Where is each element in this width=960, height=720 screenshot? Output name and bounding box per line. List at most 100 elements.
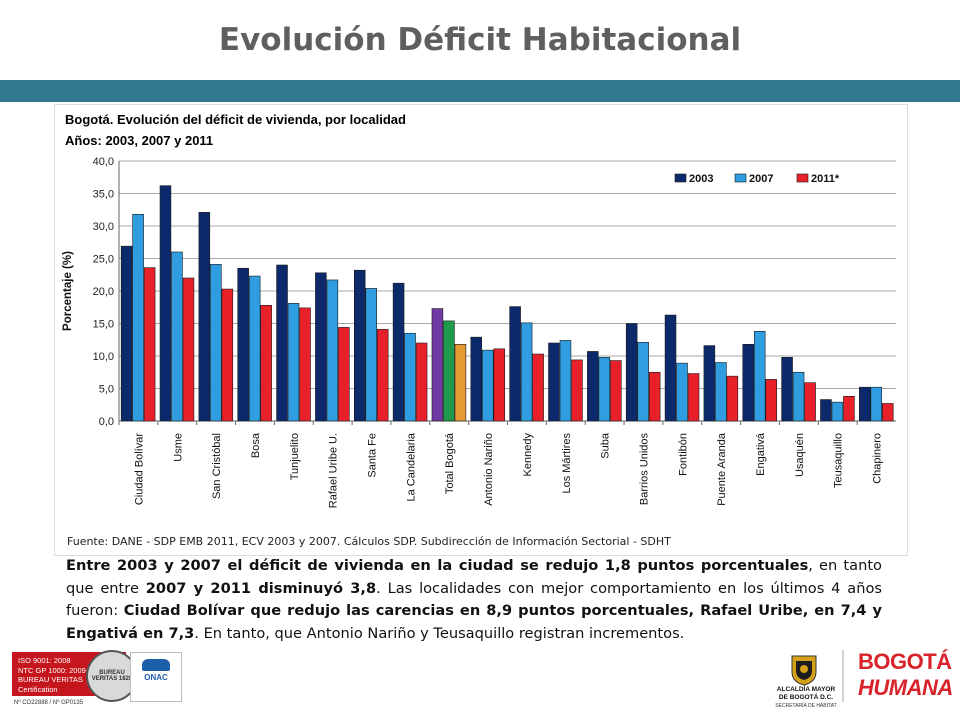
bar-2003 [198,212,211,422]
bar-2003 [353,269,366,422]
bar-2003 [703,345,716,422]
body-text-span: , en tanto que entre [66,557,882,597]
iso-line: BUREAU VERITAS [18,675,83,684]
slide-title: Evolución Déficit Habitacional [218,22,742,58]
secretaria-label: SECRETARÍA DE HÁBITAT [775,703,837,709]
summary-paragraph: Entre 2003 y 2007 el déficit de vivienda… [66,555,882,645]
bar-2011 [571,359,583,422]
x-tick-label: Chapinero [872,433,884,484]
bar-2007 [831,401,844,422]
legend-swatch [734,173,747,183]
bar-2003 [509,306,521,422]
iso-line: Certification [18,684,58,694]
alcaldia-line: DE BOGOTÁ D.C. [778,694,834,701]
x-tick-label: Teusaquillo [833,433,845,488]
bar-2007 [715,362,727,422]
highlight-text: Entre 2003 y 2007 el déficit de vivienda… [66,557,809,574]
bar-2011 [299,307,311,422]
bar-2007 [792,371,805,422]
body-text-span: . Las localidades con mejor comportamien… [66,579,882,620]
iso-line: ISO 9001: 2008 [18,656,71,665]
bar-2011 [687,373,700,422]
bar-2007 [404,332,416,422]
legend-label: 2003 [689,173,713,185]
x-tick-label: Ciudad Bolívar [133,433,145,505]
seal-text: BUREAU VERITAS 1828 [91,670,133,682]
y-tick-label: 0,0 [99,416,114,428]
bar-2003 [392,282,405,422]
alcaldia-label: ALCALDÍA MAYOR DE BOGOTÁ D.C. [756,686,856,702]
bar-2003 [470,336,483,422]
chart-panel: 0,0 5,0 10,0 15,0 20,0 25,0 30,0 35,0 40,0 Porcen… [54,104,908,556]
bar-2003 [159,185,172,422]
bar-2011 [182,277,195,422]
x-tick-label: Rafael Uribe U. [328,433,340,508]
bar-2003 [664,314,677,422]
bar-2011 [532,353,544,422]
y-tick-label: 20,0 [93,286,114,298]
onac-mark-icon [142,659,170,671]
bar-2011 [726,375,739,422]
y-tick-label: 15,0 [93,319,114,331]
coat-of-arms-icon [791,655,817,686]
bar-2011 [843,395,855,422]
bar-2007 [287,303,300,422]
highlight-text: 2007 y 2011 disminuyó 3,8 [145,579,377,597]
x-tick-label: Suba [600,432,612,459]
x-tick-label: La Candelaria [405,432,417,501]
chart-title: Bogotá. Evolución del déficit de viviend… [65,112,406,127]
bar-2007 [598,357,611,422]
y-tick-label: 5,0 [99,384,114,396]
bar-2003 [276,264,288,422]
bar-2011 [376,329,389,422]
bar-2011 [882,403,894,422]
footer-divider [842,650,844,702]
x-tick-label: Antonio Nariño [483,433,495,506]
bar-2011 [610,360,622,422]
bar-chart: 0,0 5,0 10,0 15,0 20,0 25,0 30,0 35,0 40,0 Porcen… [62,156,896,508]
title-band [0,80,960,102]
x-tick-label: Los Mártires [561,433,573,494]
bar-2007 [171,251,183,422]
legend-label: 2011* [811,173,840,185]
bar-2007 [132,214,144,422]
bar-2011 [454,344,467,422]
x-tick-label: San Cristóbal [211,433,223,499]
bar-2007 [443,320,455,422]
legend-swatch [674,173,687,183]
y-tick-label: 40,0 [93,156,114,168]
bar-2003 [625,323,638,422]
bar-2007 [676,362,688,422]
bar-2011 [338,327,350,422]
bar-2007 [365,288,377,422]
bar-2011 [415,342,428,422]
bar-2003 [237,267,249,422]
alcaldia-line: ALCALDÍA MAYOR [776,686,836,693]
legend-swatch [796,173,809,183]
bar-2003 [859,386,871,422]
y-tick-label: 25,0 [93,254,114,266]
y-axis-label: Porcentaje (%) [62,251,74,331]
bar-2011 [804,382,816,422]
bar-2011 [648,371,661,422]
onac-label: ONAC [144,673,168,682]
onac-logo: ONAC [130,652,182,702]
bar-2003 [315,272,327,422]
bar-2003 [781,357,793,422]
bar-2003 [587,351,599,422]
y-tick-label: 10,0 [93,351,114,363]
x-tick-label: Kennedy [522,433,534,477]
bogota-wordmark: BOGOTÁ [858,649,952,674]
body-text-span: . En tanto, que Antonio Nariño y Teusaqu… [194,624,685,642]
humana-wordmark: HUMANA [858,675,953,700]
x-tick-label: Puente Aranda [716,432,728,506]
x-tick-label: Fontibón [677,433,689,476]
bar-2003 [820,399,832,422]
x-tick-label: Engativá [755,432,767,476]
legend-label: 2007 [749,173,773,185]
bar-2011 [143,267,156,422]
bar-2003 [548,342,560,422]
bar-2003 [742,344,754,422]
x-tick-label: Total Bogotá [444,432,456,494]
x-tick-label: Barrios Unidos [638,433,650,506]
